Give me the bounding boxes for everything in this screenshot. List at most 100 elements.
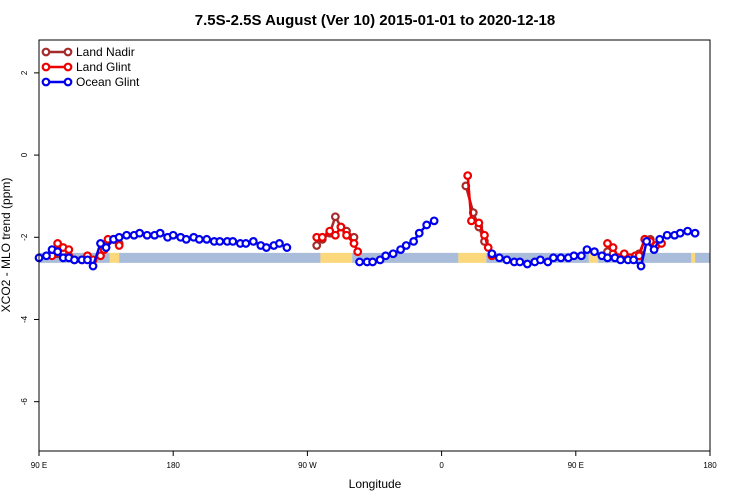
series-2 [34,216,700,271]
y-tick-label-2: -2 [20,233,29,241]
series-2-point-2-9 [549,253,558,263]
series-2-point-1-6 [396,245,405,255]
series-2-point-0-35 [261,243,271,252]
x-axis-label: Longitude [349,477,402,491]
series-2-point-0-10 [96,239,105,248]
series-1-point-2-4 [336,222,346,232]
series-2-point-2-23 [642,236,652,246]
series-2-point-0-26 [202,234,212,244]
series-2-point-0-17 [142,230,152,240]
legend-swatch-marker-right-0 [63,47,73,57]
series-1-point-3-4 [483,243,493,252]
series-1-point-3-0 [463,171,473,181]
x-tick-label-2: 90 W [298,461,317,470]
series-2-point-1-11 [429,216,439,226]
series-2-point-0-30 [228,236,238,246]
y-axis: 2 0 -2 -4 -6 [20,70,39,405]
series-2-point-2-28 [675,228,685,238]
series-2-point-1-4 [381,251,391,261]
series-2-point-0-19 [155,228,165,238]
series-2-point-2-15 [590,247,599,257]
series-2-point-1-9 [414,228,424,238]
series-layer [34,171,700,271]
y-axis-label: XCO2 - MLO trend (ppm) [0,178,13,313]
series-1-point-2-6 [349,239,359,248]
series-2-point-2-8 [543,257,553,267]
series-1-point-3-2 [474,218,484,228]
legend-swatch-marker-left-0 [41,47,51,57]
series-2-point-2-21 [629,255,638,265]
y-tick-label-3: -4 [20,315,29,323]
series-2-point-0-28 [215,236,225,246]
series-1-point-3-3 [480,230,489,240]
series-1 [47,171,666,265]
plot-frame [38,39,711,452]
series-2-point-2-26 [662,230,672,240]
series-2-point-1-5 [388,249,398,259]
series-2-point-2-5 [522,259,532,269]
series-2-point-0-11 [101,243,111,252]
series-2-point-2-13 [576,251,586,261]
series-2-point-2-14 [582,245,592,255]
series-2-point-2-7 [535,255,545,265]
series-2-point-0-32 [241,239,251,248]
series-2-point-2-30 [690,228,700,238]
x-tick-label-3: 0 [439,461,444,470]
series-2-point-2-22 [636,261,646,271]
legend-label-0: Land Nadir [76,45,135,59]
series-1-point-1-2 [114,241,124,250]
x-tick-label-4: 90 E [568,461,584,470]
legend-swatch-marker-right-2 [63,77,73,87]
series-1-point-2-3 [330,230,340,240]
series-1-point-4-3 [619,249,629,259]
legend-item-1: Land Glint [41,60,131,74]
series-2-point-0-38 [282,243,292,252]
y-tick-label-1: 0 [20,152,29,157]
series-0-point-2-0 [312,241,322,250]
series-2-point-0-8 [83,255,92,265]
series-2-point-0-33 [248,236,258,246]
series-1-point-2-2 [325,226,335,236]
x-axis: 90 E 180 90 W 0 90 E 180 [31,451,717,470]
x-tick-label-0: 90 E [31,461,47,470]
y-tick-label-0: 2 [20,70,29,75]
series-2-point-2-4 [515,257,525,267]
chart-title: 7.5S-2.5S August (Ver 10) 2015-01-01 to … [195,12,555,29]
series-2-point-0-3 [53,247,63,257]
series-1-point-0-1 [53,239,63,248]
x-tick-label-1: 180 [167,461,181,470]
series-1-point-4-0 [603,239,612,248]
series-2-point-0-23 [181,234,191,244]
series-2-point-1-7 [401,241,411,250]
series-2-point-1-10 [422,220,432,230]
series-2-point-0-9 [88,261,98,271]
series-2-point-2-0 [487,249,497,259]
series-2-point-0-25 [194,234,204,244]
series-1-point-2-7 [353,247,363,257]
series-1-point-2-5 [342,230,351,240]
series-2-point-2-25 [655,234,665,244]
y-tick-label-4: -6 [20,398,29,406]
series-2-point-2-1 [494,253,504,263]
series-1-point-0-3 [64,245,74,255]
series-1-point-3-1 [467,216,476,226]
series-2-point-2-12 [569,251,579,261]
series-2-point-0-21 [168,230,178,240]
series-2-point-2-2 [502,255,512,265]
series-2-point-0-6 [70,255,79,265]
legend-swatch-marker-left-1 [41,62,51,72]
legend-item-2: Ocean Glint [41,75,140,89]
legend-swatch-marker-right-1 [63,62,73,72]
series-2-point-2-10 [556,253,566,263]
legend-label-2: Ocean Glint [76,75,140,89]
series-2-point-1-8 [409,236,419,246]
series-2-point-0-14 [122,230,132,240]
series-2-point-0-13 [114,232,124,242]
series-2-point-2-29 [683,226,693,236]
series-2-point-2-17 [603,253,612,263]
series-1-point-2-1 [317,232,327,242]
series-2-point-0-1 [42,251,51,261]
legend-label-1: Land Glint [76,60,131,74]
